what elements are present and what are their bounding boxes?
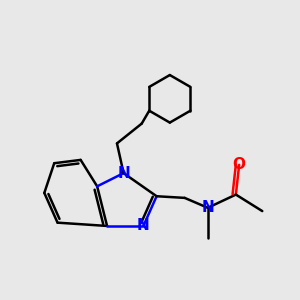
Text: N: N: [117, 166, 130, 181]
Text: O: O: [233, 158, 246, 172]
Text: N: N: [201, 200, 214, 215]
Text: N: N: [137, 218, 150, 233]
